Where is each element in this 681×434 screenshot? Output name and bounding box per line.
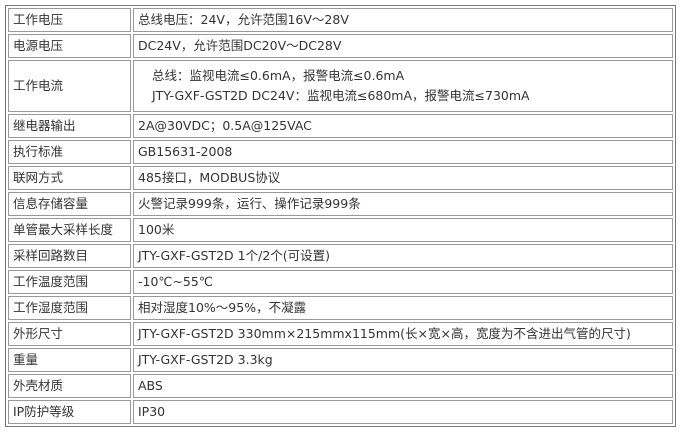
spec-label: 电源电压 <box>8 34 131 58</box>
table-row: IP防护等级 IP30 <box>8 400 673 424</box>
table-row: 信息存储容量 火警记录999条，运行、操作记录999条 <box>8 192 673 216</box>
table-row: 联网方式 485接口，MODBUS协议 <box>8 166 673 190</box>
table-row: 重量 JTY-GXF-GST2D 3.3kg <box>8 348 673 372</box>
spec-value: 2A@30VDC；0.5A@125VAC <box>133 114 673 138</box>
spec-value: JTY-GXF-GST2D 330mm×215mmx115mm(长×宽×高，宽度… <box>133 322 673 346</box>
spec-value: DC24V，允许范围DC20V～DC28V <box>133 34 673 58</box>
spec-label: 外壳材质 <box>8 374 131 398</box>
table-row: 单管最大采样长度 100米 <box>8 218 673 242</box>
spec-value-line: 总线：监视电流≤0.6mA，报警电流≤0.6mA <box>152 68 405 83</box>
spec-label: 工作电压 <box>8 8 131 32</box>
table-row: 工作温度范围 -10℃~55℃ <box>8 270 673 294</box>
spec-value: 相对湿度10%～95%，不凝露 <box>133 296 673 320</box>
table-row: 外形尺寸 JTY-GXF-GST2D 330mm×215mmx115mm(长×宽×… <box>8 322 673 346</box>
spec-label: IP防护等级 <box>8 400 131 424</box>
spec-value: 总线电压：24V，允许范围16V～28V <box>133 8 673 32</box>
spec-value-line: JTY-GXF-GST2D DC24V：监视电流≤680mA，报警电流≤730m… <box>152 88 530 103</box>
spec-label: 工作温度范围 <box>8 270 131 294</box>
spec-label: 工作湿度范围 <box>8 296 131 320</box>
table-row: 电源电压 DC24V，允许范围DC20V～DC28V <box>8 34 673 58</box>
table-row: 工作电流 总线：监视电流≤0.6mA，报警电流≤0.6mA JTY-GXF-GST2… <box>8 60 673 112</box>
table-row: 外壳材质 ABS <box>8 374 673 398</box>
spec-value: 火警记录999条，运行、操作记录999条 <box>133 192 673 216</box>
spec-value: JTY-GXF-GST2D 1个/2个(可设置) <box>133 244 673 268</box>
spec-label: 外形尺寸 <box>8 322 131 346</box>
spec-value: 总线：监视电流≤0.6mA，报警电流≤0.6mA JTY-GXF-GST2D DC… <box>133 60 673 112</box>
table-row: 工作电压 总线电压：24V，允许范围16V～28V <box>8 8 673 32</box>
spec-label: 单管最大采样长度 <box>8 218 131 242</box>
table-row: 执行标准 GB15631-2008 <box>8 140 673 164</box>
spec-value: -10℃~55℃ <box>133 270 673 294</box>
spec-value: JTY-GXF-GST2D 3.3kg <box>133 348 673 372</box>
spec-label: 执行标准 <box>8 140 131 164</box>
spec-value: 485接口，MODBUS协议 <box>133 166 673 190</box>
spec-label: 采样回路数目 <box>8 244 131 268</box>
table-row: 继电器输出 2A@30VDC；0.5A@125VAC <box>8 114 673 138</box>
spec-value: GB15631-2008 <box>133 140 673 164</box>
table-row: 工作湿度范围 相对湿度10%～95%，不凝露 <box>8 296 673 320</box>
spec-label: 联网方式 <box>8 166 131 190</box>
spec-value: ABS <box>133 374 673 398</box>
spec-value: IP30 <box>133 400 673 424</box>
spec-label: 信息存储容量 <box>8 192 131 216</box>
spec-value: 100米 <box>133 218 673 242</box>
spec-table: 工作电压 总线电压：24V，允许范围16V～28V 电源电压 DC24V，允许范围DC… <box>5 5 676 427</box>
spec-label: 工作电流 <box>8 60 131 112</box>
table-row: 采样回路数目 JTY-GXF-GST2D 1个/2个(可设置) <box>8 244 673 268</box>
spec-label: 继电器输出 <box>8 114 131 138</box>
spec-label: 重量 <box>8 348 131 372</box>
